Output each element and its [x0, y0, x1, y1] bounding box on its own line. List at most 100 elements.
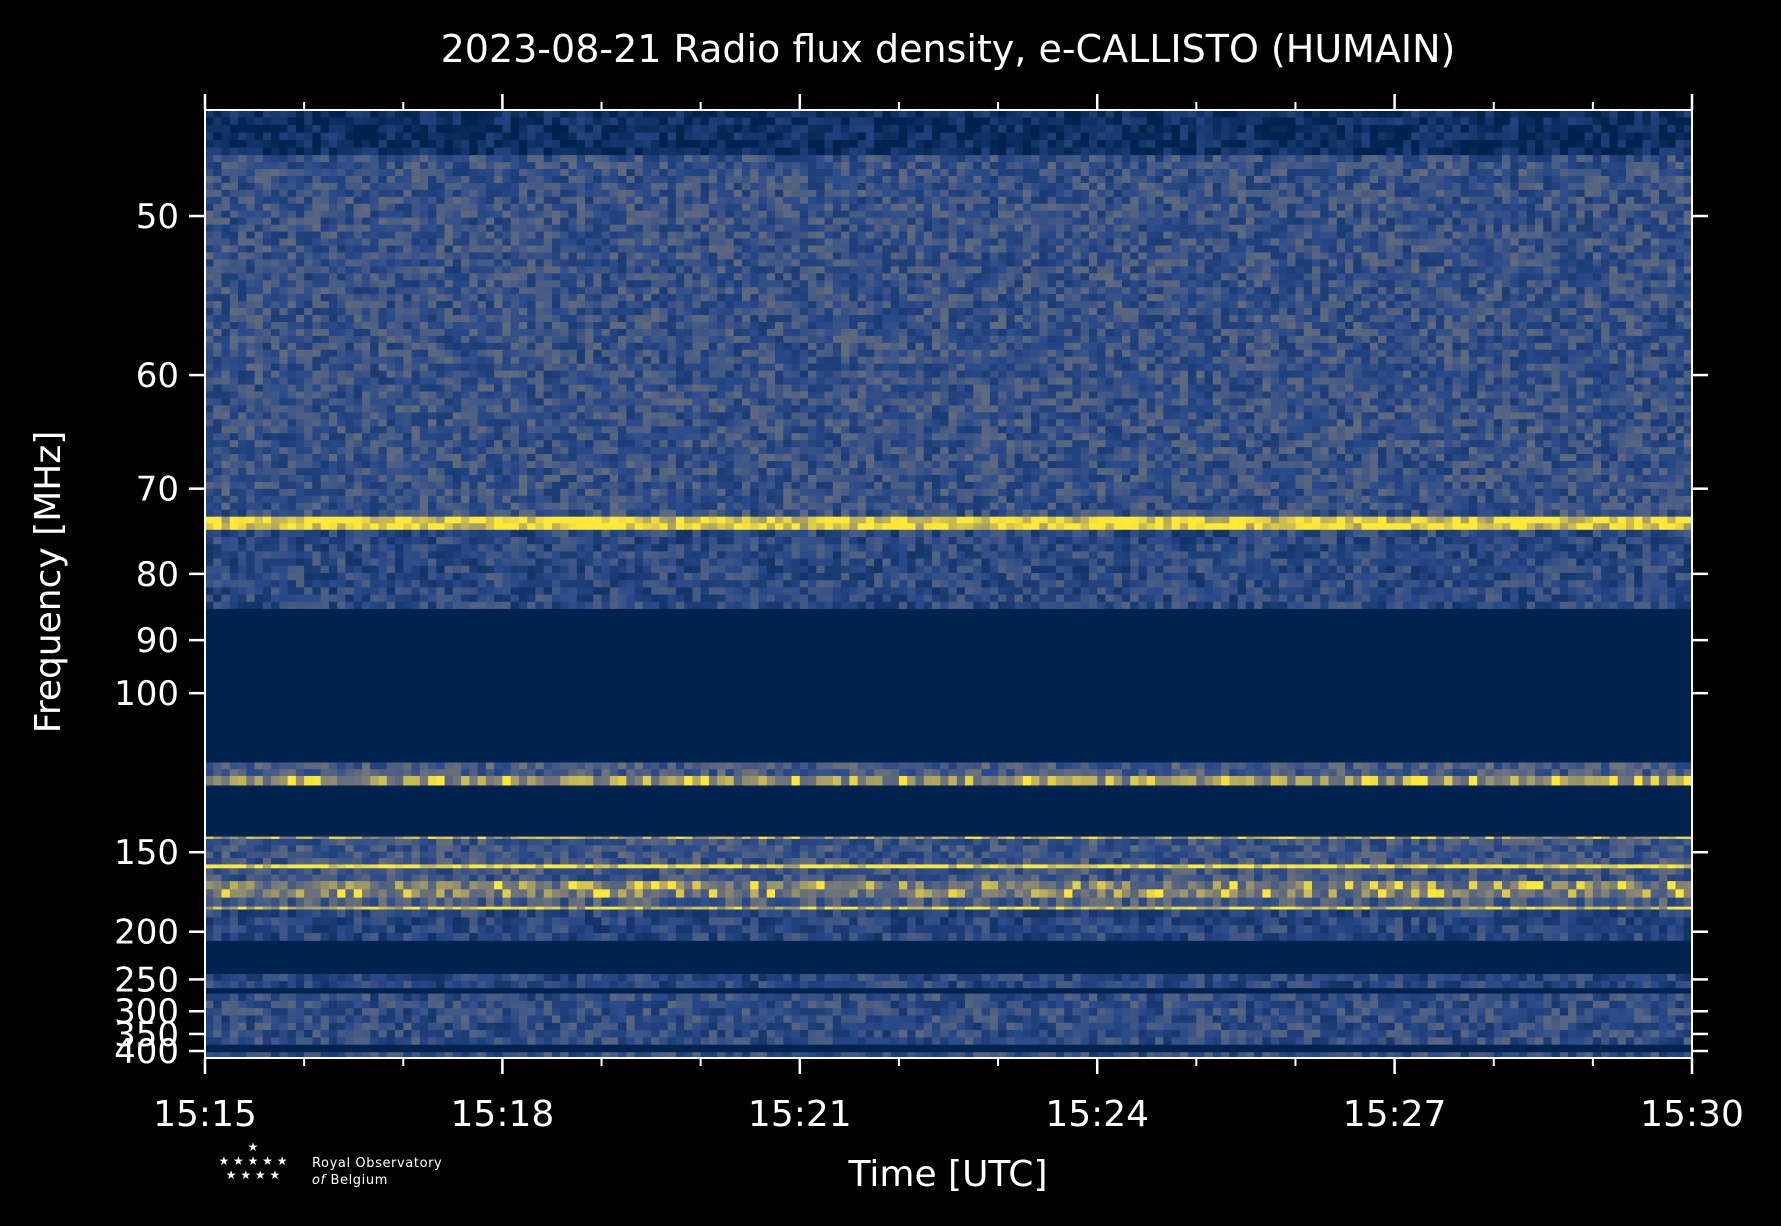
band-cell	[452, 155, 462, 163]
band-cell	[1022, 238, 1032, 247]
band-cell	[1055, 189, 1065, 198]
band-cell	[593, 155, 603, 163]
band-cell	[766, 117, 776, 126]
band-cell	[1419, 182, 1429, 191]
band-cell	[1130, 117, 1140, 126]
band-cell	[741, 301, 751, 309]
band-cell	[469, 117, 479, 126]
band-cell	[444, 238, 454, 247]
band-cell	[733, 231, 743, 240]
band-cell	[973, 224, 983, 233]
band-cell	[1179, 231, 1189, 240]
band-cell	[1353, 125, 1363, 134]
band-cell	[1287, 210, 1297, 219]
band-cell	[1501, 182, 1511, 191]
band-cell	[1452, 110, 1462, 119]
band-cell	[1064, 117, 1074, 126]
band-cell	[1047, 294, 1057, 302]
band-cell	[287, 280, 297, 288]
band-cell	[1014, 238, 1024, 247]
band-cell	[1369, 231, 1379, 240]
band-cell	[287, 117, 297, 126]
band-cell	[1650, 252, 1660, 261]
band-cell	[1634, 217, 1644, 226]
band-cell	[419, 210, 429, 219]
band-cell	[973, 294, 983, 302]
band-cell	[461, 169, 470, 177]
band-cell	[1683, 147, 1693, 156]
band-cell	[783, 182, 793, 191]
band-cell	[1345, 273, 1354, 281]
band-cell	[1155, 125, 1164, 134]
band-cell	[1452, 252, 1462, 261]
band-cell	[1452, 162, 1462, 170]
band-cell	[1138, 259, 1148, 267]
band-cell	[213, 266, 223, 274]
band-cell	[1320, 294, 1330, 302]
band-cell	[1097, 175, 1107, 184]
band-cell	[775, 273, 784, 281]
band-cell	[304, 203, 313, 212]
band-cell	[1088, 280, 1098, 288]
band-cell	[361, 266, 371, 274]
band-cell	[1460, 203, 1470, 212]
band-cell	[741, 175, 751, 184]
band-cell	[907, 110, 917, 119]
band-cell	[1683, 182, 1693, 191]
band-cell	[1039, 117, 1049, 126]
band-cell	[1568, 280, 1577, 288]
band-cell	[618, 132, 627, 141]
band-cell	[378, 217, 388, 226]
band-cell	[568, 169, 578, 177]
band-cell	[865, 245, 875, 254]
band-cell	[1650, 266, 1660, 274]
band-cell	[659, 210, 669, 219]
band-cell	[783, 217, 793, 226]
band-cell	[1658, 196, 1668, 205]
band-cell	[593, 196, 603, 205]
band-cell	[1576, 210, 1586, 219]
band-cell	[1378, 210, 1387, 219]
band-cell	[535, 110, 545, 119]
band-cell	[1237, 280, 1247, 288]
band-cell	[485, 132, 495, 141]
band-cell	[832, 132, 842, 141]
band-cell	[923, 266, 933, 274]
band-cell	[304, 280, 313, 288]
band-cell	[1435, 217, 1445, 226]
band-cell	[436, 203, 446, 212]
band-cell	[518, 210, 528, 219]
band-cell	[1130, 287, 1140, 295]
band-cell	[1212, 175, 1222, 184]
band-cell	[948, 217, 958, 226]
band-cell	[1427, 245, 1437, 254]
band-cell	[1452, 182, 1462, 191]
band-cell	[1320, 140, 1330, 149]
band-cell	[1518, 231, 1528, 240]
band-cell	[1345, 217, 1354, 226]
band-cell	[485, 169, 495, 177]
band-cell	[205, 196, 214, 205]
band-cell	[1601, 280, 1610, 288]
band-cell	[1510, 224, 1520, 233]
band-cell	[1345, 155, 1354, 163]
band-cell	[874, 217, 884, 226]
band-cell	[1245, 217, 1255, 226]
band-cell	[1113, 287, 1123, 295]
band-cell	[1146, 140, 1156, 149]
band-cell	[543, 301, 553, 309]
band-cell	[1204, 287, 1214, 295]
band-cell	[783, 273, 793, 281]
band-cell	[1130, 294, 1140, 302]
band-cell	[1336, 125, 1346, 134]
band-cell	[1460, 238, 1470, 247]
band-cell	[849, 117, 859, 126]
band-cell	[485, 287, 495, 295]
band-cell	[1278, 162, 1288, 170]
band-cell	[1526, 155, 1536, 163]
band-cell	[1196, 301, 1206, 309]
band-cell	[1320, 203, 1330, 212]
band-cell	[923, 196, 933, 205]
band-cell	[585, 182, 594, 191]
band-cell	[733, 252, 743, 261]
